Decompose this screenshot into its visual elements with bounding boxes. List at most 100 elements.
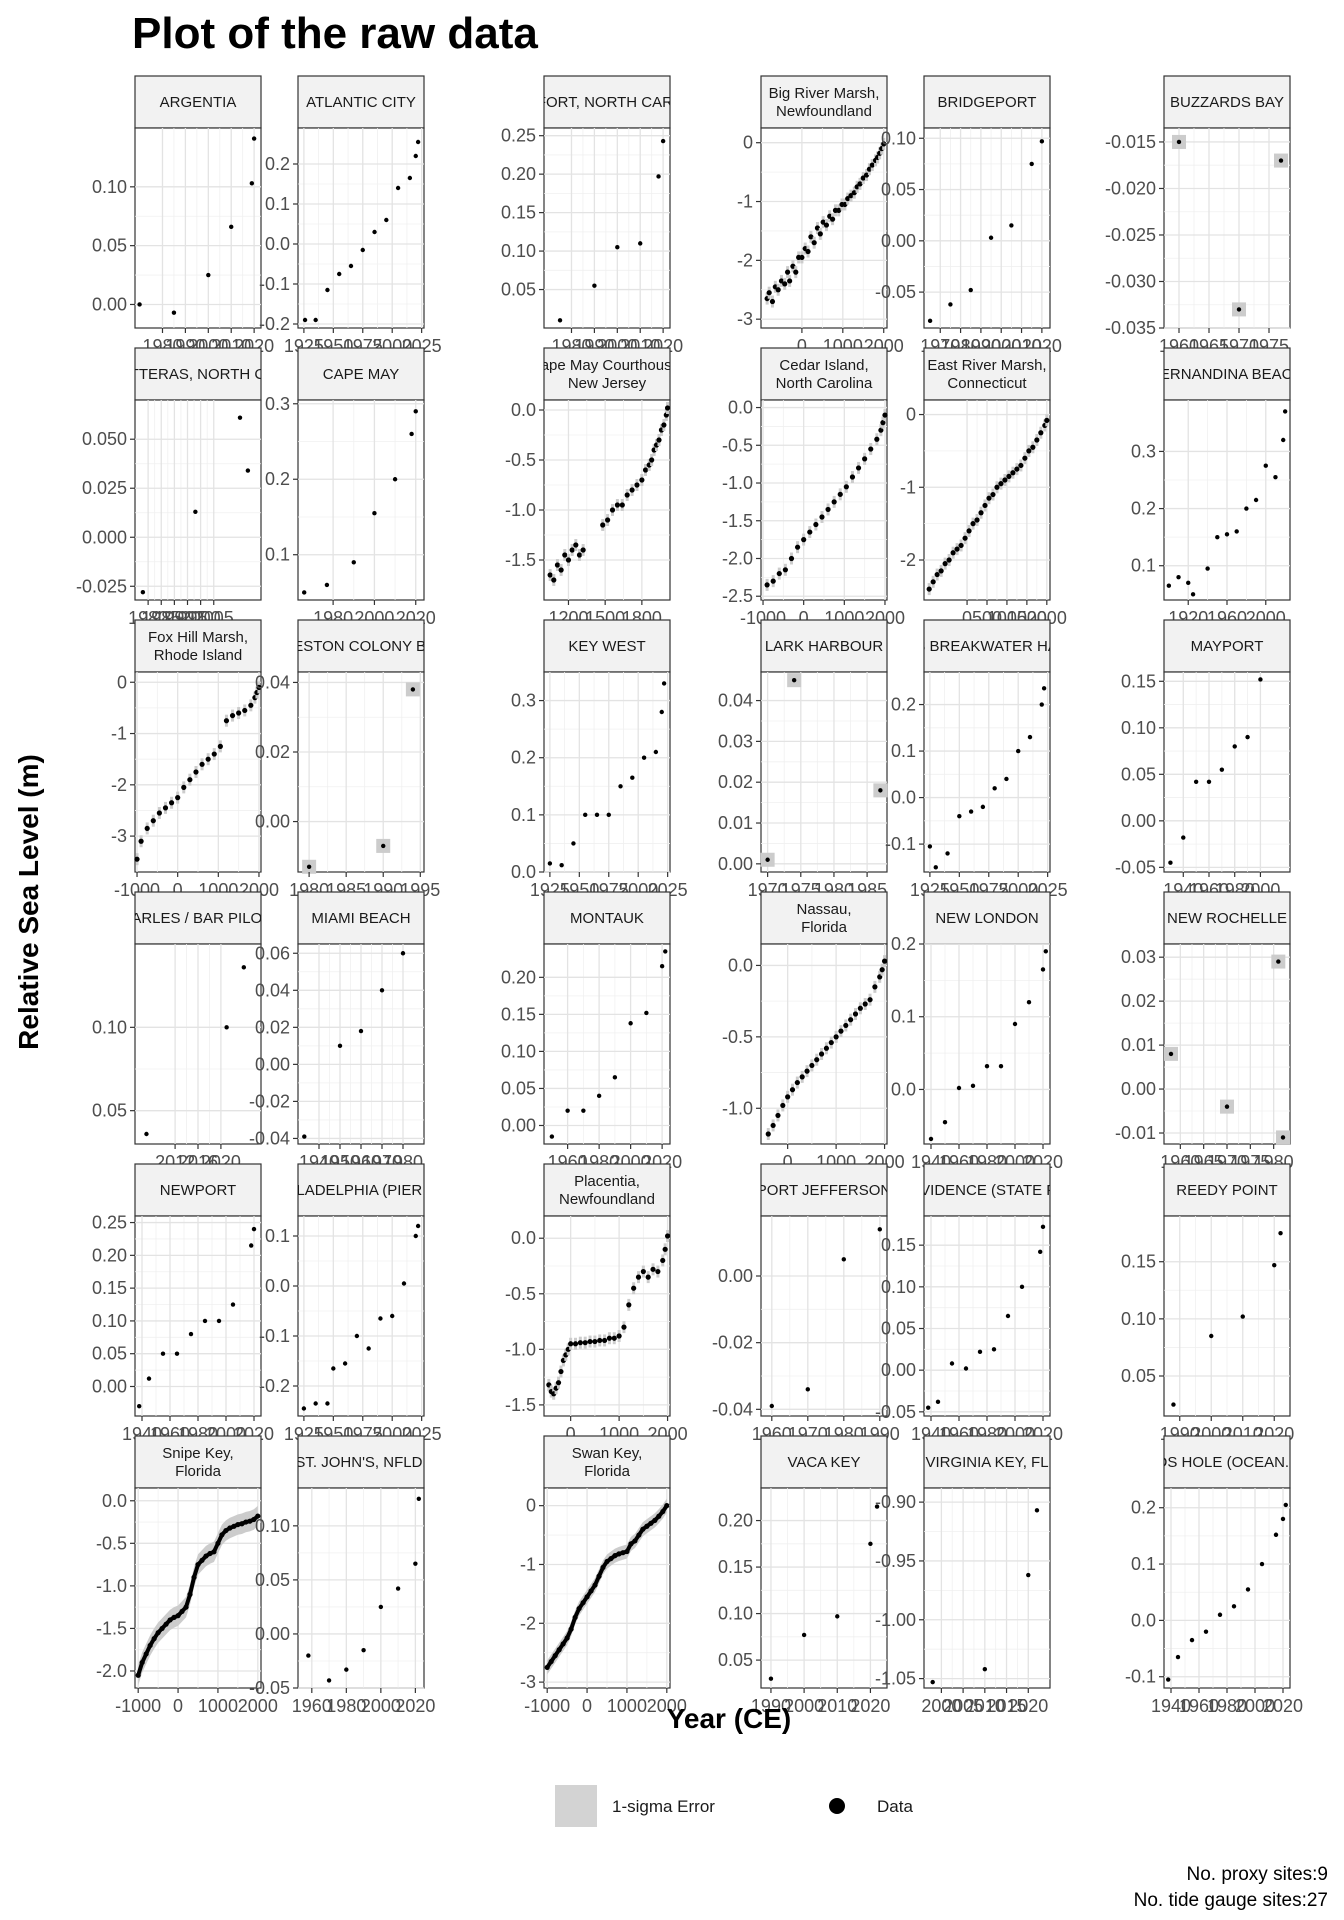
data-point [395,185,401,191]
data-point [640,1268,646,1275]
y-tick-label: 0.2 [265,469,290,489]
data-point [251,1226,257,1232]
facet-strip-label: ST. JOHN'S, NFLD. [295,1454,426,1471]
facet-panel: ST. JOHN'S, NFLD. -0.05 0.00 0.05 0.10 196019… [249,1435,435,1716]
data-point [877,1227,882,1232]
facet-strip-label: New Jersey [568,375,647,392]
facet-strip [543,891,671,945]
facet-strip-label: MIAMI BEACH [311,910,410,927]
data-point [949,1361,955,1366]
data-point [1175,1654,1181,1660]
facet-strip-label: KEY WEST [568,638,645,655]
facet-strip-label: Fox Hill Marsh, [148,629,248,646]
facet-panel: PROVIDENCE (STATE PIER) -0.05 0.00 0.05 0.10… [875,1163,1063,1444]
data-point [249,1243,254,1248]
data-point [147,1642,153,1649]
data-point [881,141,887,147]
data-point [609,507,616,513]
data-point [171,1614,177,1620]
y-tick-label: 0 [743,133,753,153]
data-point [301,590,307,595]
facet-strip-label: WOODS HOLE (OCEAN. INST.) [1119,1454,1335,1471]
data-point [874,1504,880,1509]
data-point [788,555,795,562]
data-point [203,1553,209,1559]
data-point [416,1496,422,1502]
data-point [146,1376,152,1381]
facet-strip [1163,75,1291,129]
data-point [1026,1572,1031,1578]
y-tick-label: -2 [900,550,916,570]
data-point [814,225,821,231]
y-tick-label: 0.20 [501,164,536,184]
y-tick-label: 0.05 [501,280,536,300]
facet-strip-label: Nassau, [796,901,851,918]
facet-strip-label: Connecticut [947,375,1027,392]
data-point [1026,448,1032,454]
data-point [616,1551,622,1557]
data-point [614,502,620,508]
facet-panel: LARK HARBOUR0.000.010.020.030.0419701975… [718,619,888,900]
data-point [1043,949,1049,954]
data-point [381,843,386,849]
data-point [874,436,880,442]
data-point [787,278,793,284]
y-tick-label: -0.05 [249,1678,290,1698]
data-point [632,1538,638,1544]
data-point [1166,583,1172,588]
facet-panel: NEWPORT0.000.050.100.150.200.25194019601… [92,1163,274,1444]
data-point [807,529,813,535]
y-tick-label: 0.10 [92,1017,127,1037]
data-point [413,1233,418,1239]
data-point [150,818,156,824]
data-point [576,1605,582,1612]
data-point [1282,409,1288,414]
y-tick-label: 0.00 [255,1054,290,1074]
data-point [572,1614,578,1621]
data-point [805,248,811,255]
data-point [215,1540,221,1546]
data-point [770,578,776,584]
y-tick-label: 0.3 [265,394,290,414]
y-tick-label: -0.05 [875,1402,916,1422]
data-point [409,431,414,437]
data-point [880,420,886,426]
x-tick-label: 2000 [1235,1696,1275,1716]
y-tick-label: -0.02 [712,1333,753,1353]
facet-strip [760,75,888,129]
facet-strip [297,347,425,401]
data-point [569,547,575,553]
y-tick-label: 0.025 [82,478,127,498]
facet-plot-area [760,1215,888,1417]
data-point [361,1647,366,1653]
facet-plot-area [923,671,1051,873]
facet-strip [923,619,1051,673]
facet-panel: WOODS HOLE (OCEAN. INST.) -0.1 0.0 0.1 0.2 19… [1119,1435,1335,1716]
data-point [552,1653,558,1659]
facet-strip-label: Florida [584,1463,631,1480]
y-tick-label: 0.06 [255,943,290,963]
y-tick-label: -2 [520,1613,536,1633]
data-point [211,751,217,757]
facet-strip-label: GALVESTON COLONY BEACH [254,638,467,655]
data-point [229,224,234,230]
y-tick-label: 0.000 [82,527,127,547]
facet-strip-label: FERNANDINA BEACH [1151,366,1304,383]
y-tick-label: 0.0 [1131,1610,1156,1630]
y-tick-label: 0.0 [265,1276,290,1296]
y-tick-label: 0.1 [265,194,290,214]
data-point [868,1541,873,1547]
data-point [326,1678,332,1683]
data-point [638,241,643,246]
y-tick-label: -2.5 [722,586,753,606]
data-point [239,1521,245,1527]
data-point [331,1366,336,1371]
data-point [818,1051,825,1057]
facet-strip [543,1163,671,1217]
facet-plot-area [297,1487,425,1689]
data-point [236,710,242,716]
facet-strip [134,75,262,129]
data-point [582,1340,588,1346]
y-tick-label: 0.02 [718,772,753,792]
